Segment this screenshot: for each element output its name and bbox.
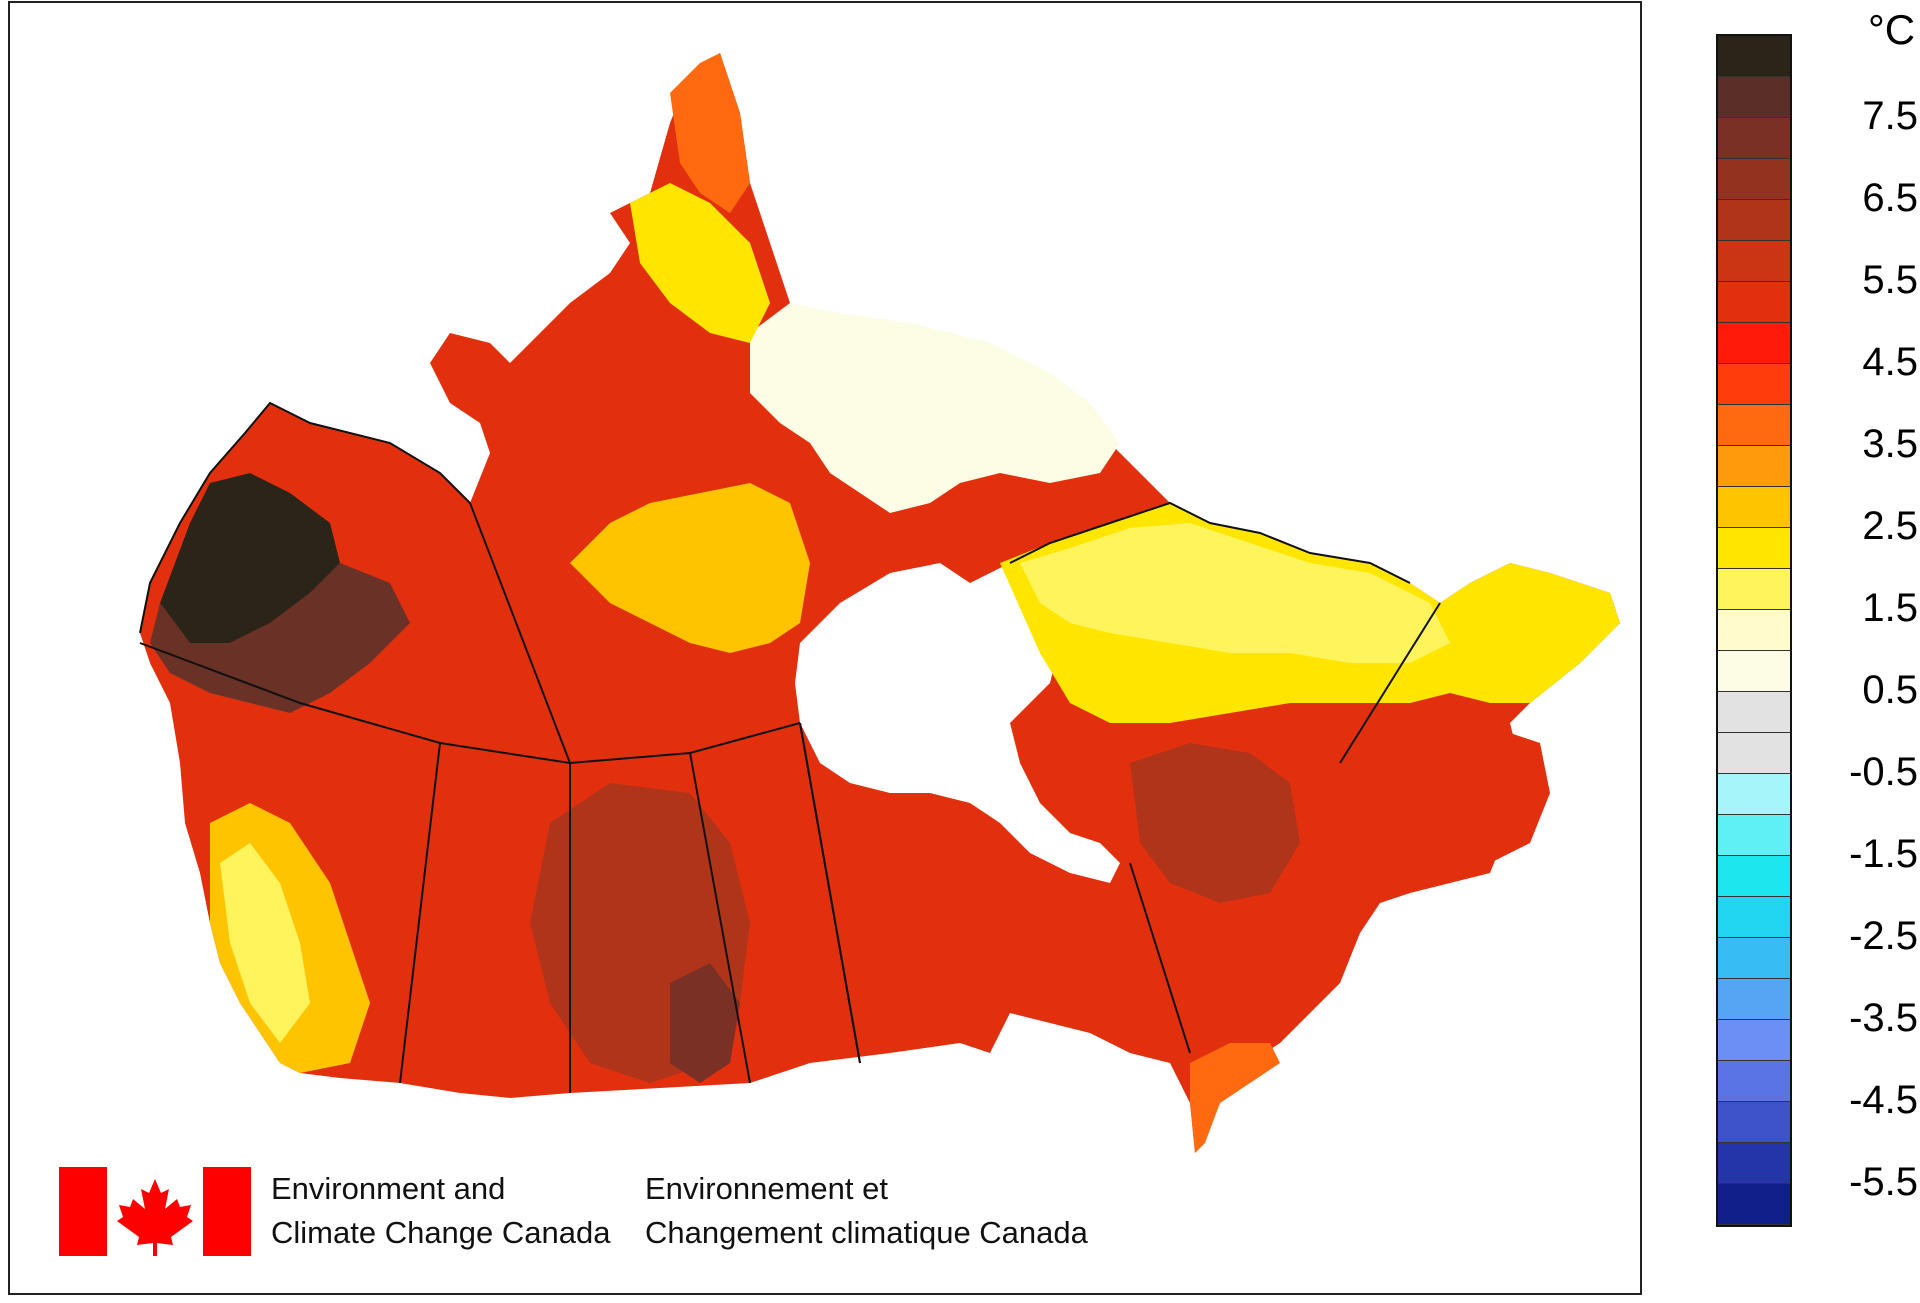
legend-label: 6.5 — [1862, 176, 1918, 220]
legend-swatch — [1718, 569, 1790, 610]
legend-swatch — [1718, 1143, 1790, 1184]
coastline — [139, 401, 1411, 634]
legend-unit: °C — [1868, 6, 1916, 53]
central-yellow — [570, 483, 810, 653]
org-english-line2: Climate Change Canada — [271, 1215, 611, 1250]
organization-english: Environment and Climate Change Canada — [271, 1167, 611, 1255]
legend-swatch — [1718, 1020, 1790, 1061]
legend-swatch — [1718, 282, 1790, 323]
legend-swatch — [1718, 897, 1790, 938]
legend-label: 2.5 — [1862, 504, 1918, 548]
legend-swatch — [1718, 1061, 1790, 1102]
legend-swatch — [1718, 979, 1790, 1020]
legend-label: -2.5 — [1849, 914, 1918, 958]
legend-swatch — [1718, 200, 1790, 241]
legend-swatch — [1718, 241, 1790, 282]
legend-swatch — [1718, 487, 1790, 528]
legend-label: -3.5 — [1849, 996, 1918, 1040]
canada-temperature-map — [139, 53, 1620, 1153]
org-french-line2: Changement climatique Canada — [645, 1215, 1088, 1250]
yukon-brown — [150, 563, 410, 713]
legend-swatch — [1718, 36, 1790, 77]
yukon-darkest — [160, 473, 340, 643]
legend-label: 7.5 — [1862, 94, 1918, 138]
legend-swatch — [1718, 856, 1790, 897]
quebec-pale — [1020, 523, 1450, 663]
eastern-arctic-pale — [750, 303, 1120, 513]
legend-label: -4.5 — [1849, 1078, 1918, 1122]
legend-swatch — [1718, 405, 1790, 446]
legend-label: 4.5 — [1862, 340, 1918, 384]
org-english-line1: Environment and — [271, 1171, 506, 1206]
bc-coast-pale — [220, 843, 310, 1043]
org-french-line1: Environnement et — [645, 1171, 888, 1206]
legend-swatch — [1718, 323, 1790, 364]
province-borders — [139, 502, 1441, 1093]
legend-swatch — [1718, 733, 1790, 774]
east-dark-red — [1130, 743, 1300, 903]
legend-swatch — [1718, 159, 1790, 200]
legend-swatch — [1718, 528, 1790, 569]
maritimes — [1430, 733, 1550, 863]
southern-ontario-orange — [1190, 1043, 1280, 1153]
legend-label: 1.5 — [1862, 586, 1918, 630]
legend-swatch — [1718, 651, 1790, 692]
legend-label: 5.5 — [1862, 258, 1918, 302]
arctic-orange — [670, 53, 750, 213]
legend-swatch — [1718, 118, 1790, 159]
map-frame: Environment and Climate Change Canada En… — [8, 1, 1642, 1295]
arctic-yellow — [630, 183, 770, 343]
legend-swatch — [1718, 774, 1790, 815]
legend-swatch — [1718, 77, 1790, 118]
legend-swatch — [1718, 1102, 1790, 1143]
legend-label: 3.5 — [1862, 422, 1918, 466]
prairie-brown — [670, 963, 740, 1083]
legend-label: -1.5 — [1849, 832, 1918, 876]
legend-swatch — [1718, 815, 1790, 856]
legend-swatch — [1718, 1184, 1790, 1225]
legend-swatch — [1718, 610, 1790, 651]
canada-flag-icon — [59, 1167, 251, 1256]
legend-label: -5.5 — [1849, 1160, 1918, 1204]
legend-label: -0.5 — [1849, 750, 1918, 794]
organization-french: Environnement et Changement climatique C… — [645, 1167, 1088, 1255]
legend-swatch — [1718, 364, 1790, 405]
legend-swatch — [1718, 446, 1790, 487]
color-scale-bar — [1716, 34, 1792, 1227]
legend-label: 0.5 — [1862, 668, 1918, 712]
legend-swatch — [1718, 692, 1790, 733]
legend-swatch — [1718, 938, 1790, 979]
